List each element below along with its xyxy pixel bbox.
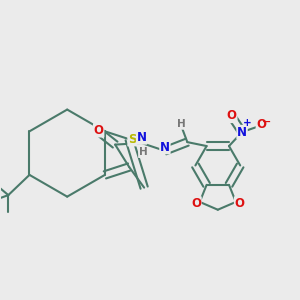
Text: N: N <box>136 131 147 144</box>
Text: +: + <box>243 118 252 128</box>
Text: O: O <box>191 197 201 210</box>
Text: N: N <box>237 126 247 139</box>
Text: O: O <box>227 110 237 122</box>
Text: H: H <box>139 147 148 158</box>
Text: O: O <box>94 124 104 137</box>
Text: S: S <box>128 133 136 146</box>
Text: O: O <box>235 197 244 210</box>
Text: H: H <box>177 119 186 129</box>
Text: O: O <box>256 118 266 131</box>
Text: N: N <box>160 141 170 154</box>
Text: −: − <box>262 117 271 127</box>
